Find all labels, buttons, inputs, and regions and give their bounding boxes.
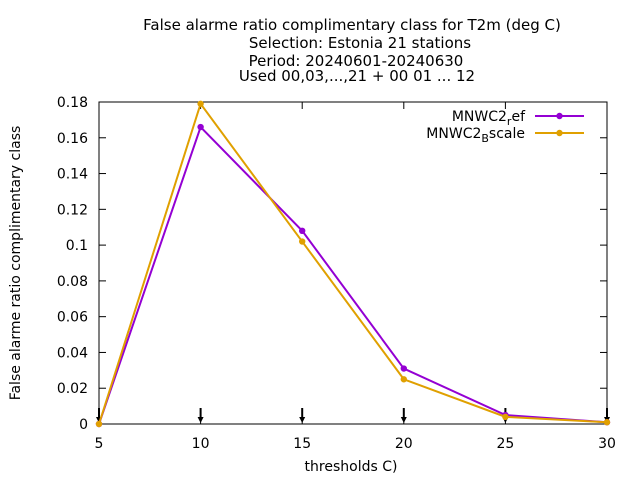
title-line-2: Selection: Estonia 21 stations	[249, 34, 471, 52]
y-tick-label: 0.04	[57, 345, 88, 361]
series-layer	[95, 100, 611, 428]
y-tick-label: 0	[79, 417, 88, 433]
y-tick-label: 0.12	[57, 202, 88, 218]
x-tick-label: 25	[496, 436, 514, 452]
y-tick-label: 0.08	[57, 274, 88, 290]
y-axis-label: False alarme ratio complimentary class	[8, 126, 24, 401]
data-point-0-3	[400, 365, 407, 372]
series-line-0	[98, 125, 608, 425]
y-tick-label: 0.18	[57, 95, 88, 111]
y-tick-label: 0.14	[57, 167, 88, 183]
data-point-1-5	[603, 419, 611, 426]
x-tick-label: 30	[598, 436, 616, 452]
data-point-1-4	[502, 413, 509, 421]
threshold-marker-head	[400, 417, 407, 423]
x-tick-label: 20	[395, 436, 413, 452]
chart-title: False alarme ratio complimentary class f…	[143, 16, 561, 85]
threshold-marker-head	[197, 417, 204, 423]
legend-marker-1	[556, 129, 563, 137]
data-point-1-2	[299, 238, 306, 245]
y-axis: 0 0.02 0.04 0.06 0.08 0.1 0.12 0.14 0.16 0.18	[57, 95, 607, 433]
title-line-1: False alarme ratio complimentary class f…	[143, 16, 561, 34]
y-tick-label: 0.1	[66, 238, 88, 254]
x-axis: 5 10 15 20 25 30	[95, 102, 616, 452]
title-line-3: Period: 20240601-20240630	[249, 52, 464, 70]
threshold-marker-head	[299, 417, 306, 423]
series-line-1	[98, 101, 608, 425]
x-tick-label: 10	[192, 436, 210, 452]
plot-frame	[98, 101, 608, 425]
title-line-4: Used 00,03,...,21 + 00 01 ... 12	[239, 67, 475, 85]
legend-marker-0	[556, 112, 563, 120]
x-tick-label: 5	[95, 436, 104, 452]
legend-label-1: MNWC2Bscale	[426, 126, 525, 145]
legend-label-0: MNWC2ref	[452, 109, 526, 128]
data-point-0-1	[197, 123, 204, 131]
x-axis-label: thresholds C)	[305, 459, 398, 475]
y-tick-label: 0.16	[57, 131, 88, 147]
data-point-0-2	[299, 227, 306, 234]
data-point-1-3	[400, 376, 407, 383]
y-tick-label: 0.02	[57, 381, 88, 397]
y-tick-label: 0.06	[57, 310, 88, 326]
x-tick-label: 15	[293, 436, 311, 452]
data-point-1-0	[95, 420, 103, 428]
data-point-1-1	[197, 100, 204, 107]
